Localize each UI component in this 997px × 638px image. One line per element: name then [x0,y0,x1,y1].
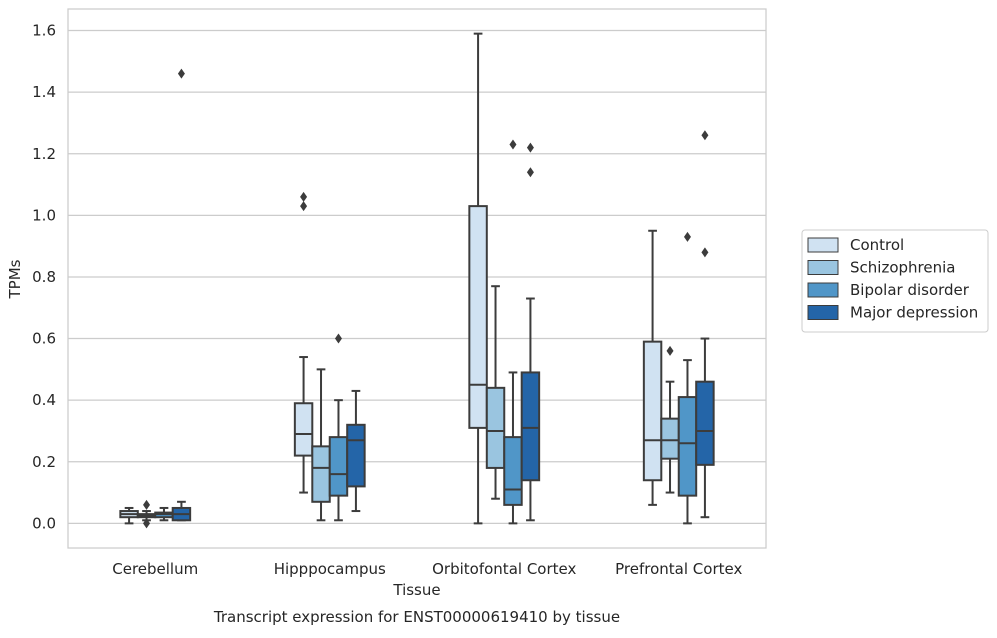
outlier-point [334,333,342,344]
box-major-depression [346,389,366,513]
box-control [642,229,663,506]
box-body [520,371,541,482]
x-tick-label: Cerebellum [112,560,198,578]
y-tick-label: 1.2 [32,145,56,163]
legend-label: Schizophrenia [850,259,955,277]
outlier-point [509,139,517,150]
outlier-point [300,191,308,202]
legend-label: Control [850,236,904,254]
box-schizophrenia [660,345,680,494]
y-tick-label: 1.0 [32,206,56,224]
y-tick-label: 0.2 [32,453,56,471]
box-bipolar-disorder [154,506,174,522]
legend-swatch [807,260,839,275]
box-body [503,436,523,506]
outlier-point [143,518,151,529]
y-axis-label: TPMs [6,259,24,299]
y-tick-label: 1.4 [32,83,56,101]
box-body [642,340,663,482]
box-body [485,386,506,469]
box-body [695,380,715,466]
box-body [677,396,698,497]
box-body [468,205,488,429]
y-tick-label: 0.8 [32,268,56,286]
box-bipolar-disorder [503,139,523,525]
y-tick-label: 0.0 [32,514,56,532]
legend-label: Bipolar disorder [850,281,970,299]
boxes-layer [119,32,715,529]
outlier-point [526,142,534,153]
chart-caption: Transcript expression for ENST0000061941… [213,608,620,626]
legend-frame [801,229,989,333]
box-body [311,445,331,503]
box-major-depression [520,142,541,522]
plot-frame [67,8,767,549]
box-body [293,402,314,457]
x-tick-label: Orbitofontal Cortex [432,560,576,578]
box-body [328,436,349,497]
y-tick-label: 0.4 [32,391,56,409]
x-axis-ticks: Cerebellum Hipppocampus Orbitofontal Corte… [112,560,742,578]
outlier-point [701,130,709,141]
outlier-point [143,499,151,510]
legend-swatch [807,237,839,253]
box-control [293,191,314,494]
legend: Control Schizophrenia Bipolar disorder Majo… [801,229,989,333]
gridlines [68,29,766,524]
box-control [119,506,139,525]
box-major-depression [695,130,715,519]
box-schizophrenia [311,368,331,522]
box-bipolar-disorder [677,231,698,525]
legend-swatch [807,305,839,320]
y-tick-label: 0.6 [32,330,56,348]
x-tick-label: Prefrontal Cortex [615,560,742,578]
x-tick-label: Hipppocampus [274,560,386,578]
box-body [660,417,680,460]
box-bipolar-disorder [328,333,349,522]
outlier-point [666,345,674,356]
legend-swatch [807,282,839,298]
outlier-point [701,247,709,258]
outlier-point [177,68,185,79]
outlier-point [683,231,691,242]
box-schizophrenia [485,285,506,500]
y-axis-ticks: 0.0 0.2 0.4 0.6 0.8 1.0 1.2 1.4 1.6 [32,22,56,533]
legend-label: Major depression [850,304,978,322]
outlier-point [526,167,534,178]
y-tick-label: 1.6 [32,22,56,40]
box-control [468,32,488,525]
outlier-point [300,201,308,212]
box-body [346,423,366,488]
box-schizophrenia [136,499,157,529]
box-major-depression [171,68,192,522]
x-axis-label: Tissue [392,581,440,599]
